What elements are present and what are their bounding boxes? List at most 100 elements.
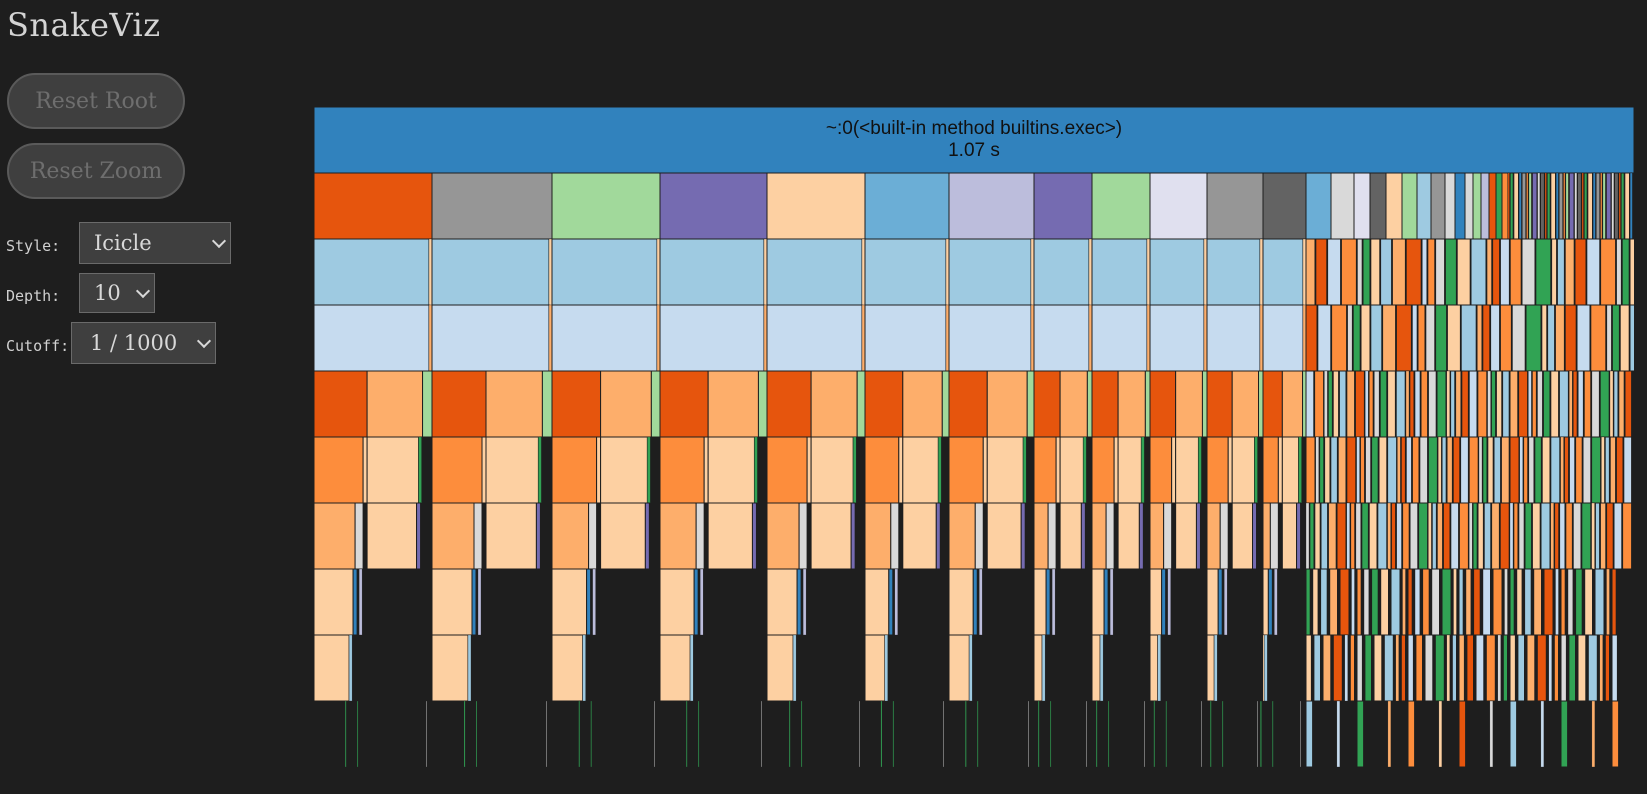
r-8-7[interactable] (1364, 634, 1373, 702)
l7-a-11[interactable] (1262, 568, 1269, 636)
r-5-44[interactable] (1604, 436, 1610, 504)
l7-c-5[interactable] (894, 568, 898, 636)
l2-node-10[interactable] (1206, 238, 1261, 306)
l8-b-8[interactable] (1099, 634, 1104, 702)
l9-a-1[interactable] (463, 700, 466, 768)
r-4-11[interactable] (1379, 370, 1388, 438)
r-8-32[interactable] (1577, 634, 1587, 702)
l5-b-0[interactable] (362, 436, 368, 504)
l5-b-10[interactable] (1227, 436, 1233, 504)
r-6-20[interactable] (1436, 502, 1444, 570)
r-6-16[interactable] (1409, 502, 1419, 570)
reset-zoom-button[interactable]: Reset Zoom (7, 143, 185, 199)
l2-node-7[interactable] (1033, 238, 1090, 306)
l3-node-0[interactable] (314, 304, 430, 372)
r-6-43[interactable] (1594, 502, 1601, 570)
l4-b-7[interactable] (1059, 370, 1088, 438)
r-5-30[interactable] (1509, 436, 1520, 504)
r-3-9[interactable] (1411, 304, 1418, 372)
l2-node-5[interactable] (864, 238, 947, 306)
r-4-9[interactable] (1368, 370, 1374, 438)
r-6-40[interactable] (1572, 502, 1582, 570)
l7-b-7[interactable] (1045, 568, 1051, 636)
l3-node-3[interactable] (659, 304, 765, 372)
l4-a-9[interactable] (1149, 370, 1177, 438)
l1-tail-28[interactable] (1611, 172, 1615, 240)
r-6-34[interactable] (1531, 502, 1541, 570)
l5-c-7[interactable] (1059, 436, 1084, 504)
r-6-32[interactable] (1518, 502, 1525, 570)
l6-c-11[interactable] (1281, 502, 1298, 570)
r-6-11[interactable] (1377, 502, 1388, 570)
r-7-16[interactable] (1441, 568, 1452, 636)
r-6-19[interactable] (1431, 502, 1437, 570)
r-5-36[interactable] (1550, 436, 1561, 504)
l8-a-8[interactable] (1091, 634, 1101, 702)
l8-a-7[interactable] (1033, 634, 1043, 702)
l7-c-8[interactable] (1109, 568, 1114, 636)
l1-node-17[interactable] (1401, 172, 1418, 240)
r-3-1[interactable] (1317, 304, 1332, 372)
l5-a-11[interactable] (1262, 436, 1279, 504)
r-8-26[interactable] (1526, 634, 1536, 702)
r-8-11[interactable] (1400, 634, 1407, 702)
l5-d-6[interactable] (1023, 436, 1027, 504)
l6-c-7[interactable] (1059, 502, 1082, 570)
r-2-16[interactable] (1486, 238, 1493, 306)
r-5-12[interactable] (1387, 436, 1398, 504)
l2-node-2[interactable] (551, 238, 658, 306)
r-7-28[interactable] (1543, 568, 1554, 636)
l6-b-5[interactable] (890, 502, 900, 570)
l9-a-9[interactable] (1153, 700, 1156, 768)
l3-node-6[interactable] (948, 304, 1032, 372)
r-6-45[interactable] (1606, 502, 1614, 570)
l9-a-10[interactable] (1210, 700, 1212, 768)
r-6-33[interactable] (1524, 502, 1533, 570)
l5-d-1[interactable] (538, 436, 542, 504)
l2-node-1[interactable] (431, 238, 550, 306)
r-5-40[interactable] (1575, 436, 1583, 504)
l5-a-2[interactable] (551, 436, 598, 504)
l4-c-1[interactable] (541, 370, 553, 438)
l9-c-5[interactable] (942, 700, 945, 768)
l4-b-10[interactable] (1231, 370, 1260, 438)
l1-tail-27[interactable] (1605, 172, 1612, 240)
l1-tail-7[interactable] (1531, 172, 1538, 240)
l6-d-10[interactable] (1252, 502, 1258, 570)
l8-b-10[interactable] (1214, 634, 1218, 702)
r-8-33[interactable] (1587, 634, 1598, 702)
l6-d-1[interactable] (535, 502, 541, 570)
r-6-25[interactable] (1472, 502, 1478, 570)
l6-d-8[interactable] (1138, 502, 1144, 570)
r-5-1[interactable] (1315, 436, 1319, 504)
r-7-25[interactable] (1516, 568, 1523, 636)
l5-c-9[interactable] (1175, 436, 1199, 504)
l5-d-7[interactable] (1083, 436, 1087, 504)
l1-tail-1[interactable] (1509, 172, 1514, 240)
r-8-22[interactable] (1497, 634, 1501, 702)
l5-b-7[interactable] (1055, 436, 1061, 504)
l3-node-2[interactable] (551, 304, 658, 372)
l9-a-6[interactable] (965, 700, 967, 768)
l9-a-2[interactable] (578, 700, 580, 768)
r-7-23[interactable] (1504, 568, 1508, 636)
r-7-15[interactable] (1431, 568, 1440, 636)
r-2-17[interactable] (1492, 238, 1501, 306)
r-7-18[interactable] (1458, 568, 1464, 636)
l1-tail-23[interactable] (1592, 172, 1596, 240)
r-7-17[interactable] (1453, 568, 1457, 636)
r-4-2[interactable] (1324, 370, 1328, 438)
l9-b-9[interactable] (1165, 700, 1167, 768)
l4-b-6[interactable] (986, 370, 1028, 438)
l5-d-11[interactable] (1298, 436, 1302, 504)
l2-node-4[interactable] (766, 238, 863, 306)
l9-b-3[interactable] (697, 700, 700, 768)
r-3-21[interactable] (1541, 304, 1548, 372)
l7-b-10[interactable] (1217, 568, 1223, 636)
l9-c-4[interactable] (858, 700, 861, 768)
r-6-35[interactable] (1540, 502, 1551, 570)
l1-tail-8[interactable] (1537, 172, 1541, 240)
r-9-24[interactable] (1509, 700, 1518, 768)
l7-c-11[interactable] (1274, 568, 1278, 636)
r-6-36[interactable] (1550, 502, 1554, 570)
